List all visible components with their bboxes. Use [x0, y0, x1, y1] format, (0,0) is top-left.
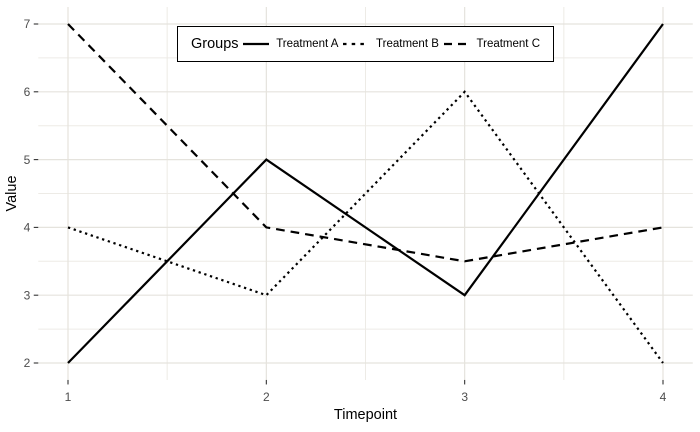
y-tick-label: 5 — [24, 153, 31, 167]
y-tick-label: 7 — [24, 17, 31, 31]
series-line-treatment-b — [67, 90, 664, 364]
x-tick-label: 1 — [65, 390, 72, 404]
x-axis-title: Timepoint — [334, 407, 397, 423]
dotted-line-key-icon — [343, 42, 370, 46]
legend-box: Groups Treatment A Treatment B Treatment… — [177, 26, 554, 62]
legend-item-treatment-a: Treatment A — [243, 37, 338, 51]
y-tick-label: 3 — [24, 288, 31, 302]
plot-panel: 1 2 3 4 2 3 4 5 6 7 — [24, 7, 693, 404]
y-tick-label: 6 — [24, 85, 31, 99]
legend-label: Treatment B — [376, 38, 439, 50]
legend-label: Treatment C — [476, 38, 540, 50]
x-tick-label: 2 — [263, 390, 270, 404]
y-tick-label: 2 — [24, 356, 31, 370]
y-tick-label: 4 — [24, 221, 31, 235]
legend-label: Treatment A — [276, 38, 339, 50]
legend-item-treatment-c: Treatment C — [443, 37, 540, 51]
dashed-line-key-icon — [443, 42, 470, 46]
solid-line-key-icon — [243, 42, 270, 46]
legend-title: Groups — [191, 36, 239, 52]
series-line-treatment-c — [67, 23, 664, 263]
x-tick-label: 4 — [660, 390, 667, 404]
legend-item-treatment-b: Treatment B — [343, 37, 439, 51]
y-axis-title: Value — [4, 175, 20, 211]
series-line-treatment-a — [67, 23, 664, 364]
x-tick-label: 3 — [461, 390, 468, 404]
